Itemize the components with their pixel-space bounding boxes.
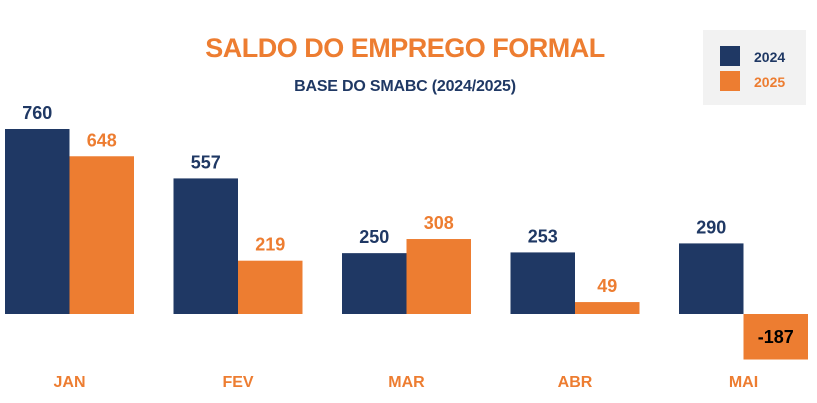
bar-abr-2024 — [510, 252, 575, 314]
chart-subtitle: BASE DO SMABC (2024/2025) — [294, 78, 516, 95]
bar-fev-2025 — [238, 260, 303, 314]
category-label-abr: ABR — [558, 374, 593, 391]
legend-box — [703, 30, 806, 105]
bar-mai-2024 — [679, 243, 744, 314]
legend-label-2025: 2025 — [754, 74, 785, 90]
legend: 2024 2025 — [703, 30, 806, 105]
data-label-abr-2025: 49 — [597, 276, 617, 296]
labels-group: 760 648 JAN 557 219 FEV 250 308 MAR 253 49 ABR 290 -1… — [22, 103, 794, 391]
data-label-jan-2025: 648 — [87, 130, 117, 150]
data-label-mai-2024: 290 — [696, 217, 726, 237]
category-label-mar: MAR — [388, 374, 425, 391]
data-label-abr-2024: 253 — [528, 226, 558, 246]
data-label-jan-2024: 760 — [22, 103, 52, 123]
data-label-fev-2025: 219 — [255, 235, 285, 255]
category-label-mai: MAI — [729, 374, 758, 391]
data-label-mar-2024: 250 — [359, 227, 389, 247]
data-label-mai-2025: -187 — [758, 327, 794, 347]
bar-mar-2025 — [406, 239, 471, 314]
bars-group — [5, 129, 808, 360]
legend-swatch-2025 — [720, 71, 740, 91]
chart-title: SALDO DO EMPREGO FORMAL — [205, 33, 605, 63]
legend-label-2024: 2024 — [754, 49, 785, 65]
category-label-jan: JAN — [53, 374, 85, 391]
category-label-fev: FEV — [222, 374, 253, 391]
data-label-mar-2025: 308 — [424, 213, 454, 233]
bar-jan-2025 — [69, 156, 134, 314]
bar-abr-2025 — [575, 302, 640, 314]
bar-fev-2024 — [173, 178, 238, 314]
data-label-fev-2024: 557 — [191, 152, 221, 172]
legend-swatch-2024 — [720, 46, 740, 66]
bar-mar-2024 — [342, 253, 407, 314]
bar-mai-2025 — [743, 314, 808, 360]
bar-jan-2024 — [5, 129, 70, 314]
